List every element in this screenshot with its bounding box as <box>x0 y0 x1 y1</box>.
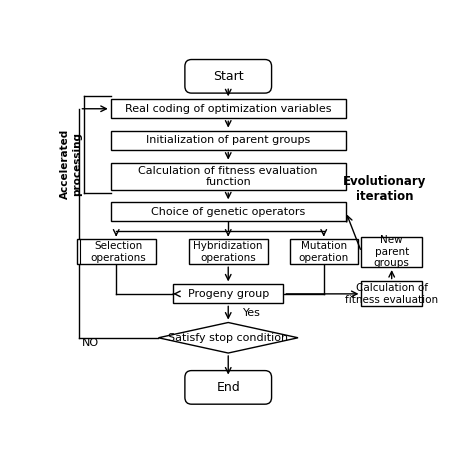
Text: NO: NO <box>82 338 99 349</box>
Text: Mutation
operation: Mutation operation <box>299 241 349 263</box>
Text: Choice of genetic operators: Choice of genetic operators <box>151 207 305 217</box>
Text: New
parent
groups: New parent groups <box>374 235 410 268</box>
Text: Start: Start <box>213 70 244 83</box>
Bar <box>77 239 155 264</box>
Text: Evolutionary
iteration: Evolutionary iteration <box>343 175 426 203</box>
Bar <box>361 236 422 267</box>
Bar <box>110 130 346 150</box>
Bar <box>173 284 283 303</box>
Bar <box>361 282 422 306</box>
Text: Yes: Yes <box>243 308 261 318</box>
Text: Selection
operations: Selection operations <box>90 241 146 263</box>
Bar <box>290 239 358 264</box>
Text: Hybridization
operations: Hybridization operations <box>193 241 263 263</box>
FancyBboxPatch shape <box>185 59 272 93</box>
Text: Progeny group: Progeny group <box>188 289 269 299</box>
Text: Satisfy stop condition: Satisfy stop condition <box>168 333 288 343</box>
Text: End: End <box>216 381 240 394</box>
Bar <box>110 99 346 118</box>
Text: Initialization of parent groups: Initialization of parent groups <box>146 135 310 145</box>
Text: Calculation of
fitness evaluation: Calculation of fitness evaluation <box>345 283 438 305</box>
Polygon shape <box>158 323 298 353</box>
Bar <box>110 202 346 221</box>
Text: Real coding of optimization variables: Real coding of optimization variables <box>125 104 331 114</box>
Text: Calculation of fitness evaluation
function: Calculation of fitness evaluation functi… <box>138 165 318 187</box>
FancyBboxPatch shape <box>185 371 272 404</box>
Text: Accelerated
processing: Accelerated processing <box>60 129 82 199</box>
Bar <box>189 239 268 264</box>
Bar <box>110 163 346 190</box>
